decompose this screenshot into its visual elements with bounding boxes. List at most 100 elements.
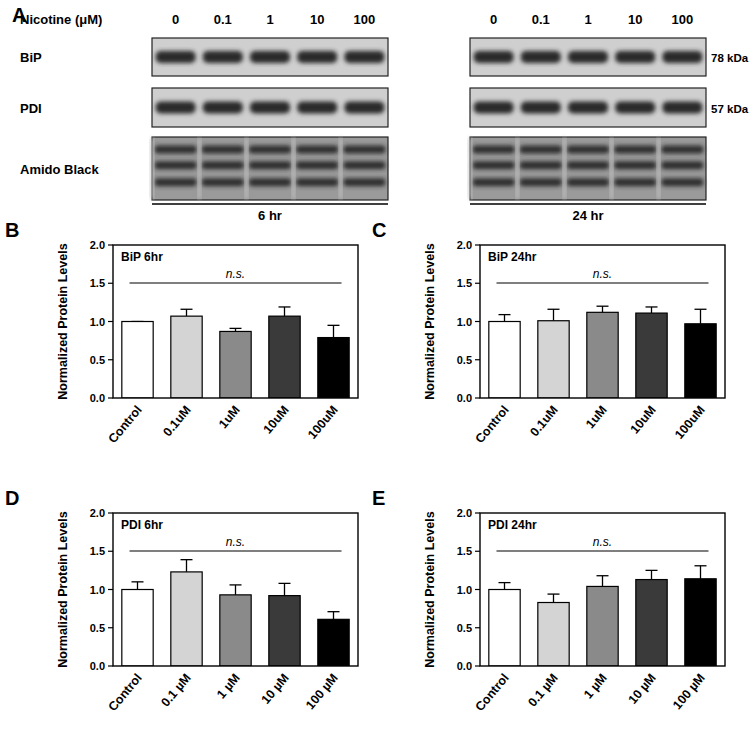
blot-band — [203, 102, 243, 114]
error-bar — [328, 325, 340, 337]
error-bar — [597, 306, 609, 312]
y-tick-label: 0.5 — [90, 622, 105, 634]
error-bar — [646, 570, 658, 579]
error-cap — [548, 593, 560, 594]
error-bar — [597, 576, 609, 587]
error-stem — [235, 585, 236, 595]
bar — [489, 590, 520, 667]
blot-band — [297, 51, 337, 63]
error-stem — [137, 582, 138, 590]
bar — [269, 596, 300, 666]
y-tick — [108, 627, 113, 628]
blot-band — [202, 161, 244, 169]
error-stem — [333, 612, 334, 620]
error-stem — [651, 570, 652, 579]
y-tick-label: 0.0 — [90, 660, 105, 672]
y-tick — [108, 321, 113, 322]
y-tick-label: 1.0 — [457, 584, 472, 596]
bar — [636, 313, 667, 398]
error-stem — [504, 583, 505, 590]
annotation: n.s. — [593, 535, 612, 549]
marks — [122, 307, 349, 398]
blot-band — [520, 178, 562, 186]
y-tick-label: 0.5 — [457, 354, 472, 366]
x-tick-label: 100 µM — [670, 671, 708, 712]
blot-band — [521, 51, 561, 63]
blot-band — [202, 178, 244, 186]
blot-band — [474, 51, 514, 63]
error-stem — [284, 583, 285, 595]
bar-chart: ENormalized Protein Levels0.00.51.01.52.… — [372, 487, 725, 714]
timepoint-label: 6 hr — [258, 208, 282, 223]
error-cap — [181, 559, 193, 560]
error-cap — [499, 314, 511, 315]
blot-band — [661, 178, 703, 186]
chart-title: BiP 6hr — [121, 250, 163, 264]
blot-band — [520, 161, 562, 169]
blot-image — [470, 88, 706, 127]
x-tick-label: Control — [106, 403, 145, 446]
error-cap — [328, 325, 340, 326]
x-tick-label: Control — [473, 671, 512, 714]
x-tick-label: 10 µM — [259, 671, 292, 707]
error-bar — [695, 309, 707, 324]
y-axis-label: Normalized Protein Levels — [56, 511, 70, 667]
y-tick — [475, 397, 480, 398]
error-cap — [230, 328, 242, 329]
bar — [538, 603, 569, 666]
blot-band — [567, 161, 609, 169]
blot-band — [344, 51, 384, 63]
x-tick-label: 100uM — [672, 403, 708, 442]
blot-band — [249, 146, 291, 154]
size-label: 57 kDa — [711, 103, 749, 115]
panel-letter: E — [372, 487, 385, 509]
blot-image — [470, 38, 706, 76]
blot-band — [155, 161, 197, 169]
lane-gap — [516, 138, 519, 199]
blot-image — [151, 137, 389, 200]
y-tick-label: 1.5 — [457, 545, 472, 557]
panel-letter: D — [5, 487, 19, 509]
dose-label: 100 — [354, 12, 376, 27]
error-cap — [132, 581, 144, 582]
bar — [318, 338, 349, 398]
y-tick-label: 1.5 — [90, 277, 105, 289]
blot-background — [152, 137, 388, 200]
x-tick-label: 10uM — [628, 403, 659, 436]
error-bar — [499, 583, 511, 590]
bar — [171, 572, 202, 666]
annotation: n.s. — [226, 267, 245, 281]
x-tick-label: 1uM — [216, 403, 243, 431]
lane-gap — [245, 138, 248, 199]
y-tick — [475, 512, 480, 513]
error-stem — [553, 594, 554, 602]
error-cap — [597, 575, 609, 576]
y-tick — [475, 589, 480, 590]
blot-band — [567, 146, 609, 154]
lane-gap — [657, 138, 660, 199]
significance-line — [497, 282, 709, 283]
y-axis-label: Normalized Protein Levels — [423, 243, 437, 399]
error-bar — [132, 582, 144, 590]
y-tick-label: 2.0 — [90, 507, 105, 519]
blot-band — [473, 161, 515, 169]
bar — [122, 322, 153, 399]
blot-band — [567, 178, 609, 186]
x-tick-label: 0.1uM — [160, 403, 194, 439]
x-tick-label: 100uM — [305, 403, 341, 442]
lane-gap — [339, 138, 342, 199]
blot-band — [614, 161, 656, 169]
blot-image — [152, 88, 388, 127]
y-tick-label: 2.0 — [90, 239, 105, 251]
blot-band — [203, 51, 243, 63]
error-cap — [695, 309, 707, 310]
blot-band — [614, 146, 656, 154]
blot-band — [473, 178, 515, 186]
error-cap — [279, 583, 291, 584]
y-tick — [108, 283, 113, 284]
marks — [489, 306, 716, 398]
error-cap — [646, 570, 658, 571]
bar — [318, 619, 349, 666]
blot-background — [470, 137, 706, 200]
panel-letter: B — [5, 219, 19, 241]
